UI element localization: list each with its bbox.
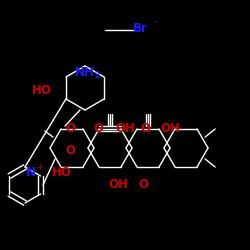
Text: O: O [65,122,75,136]
Text: HO: HO [32,84,52,96]
Text: Br: Br [133,22,148,35]
Text: OH: OH [108,178,128,190]
Text: OH: OH [160,122,180,136]
Text: ⁻: ⁻ [153,20,158,28]
Text: 2: 2 [94,70,99,80]
Text: NH: NH [75,66,95,78]
Text: N: N [26,166,36,178]
Text: OH: OH [115,122,135,136]
Text: O: O [65,144,75,158]
Text: HO: HO [52,166,72,178]
Text: O: O [138,178,148,190]
Text: +: + [36,164,43,172]
Text: O: O [140,122,150,136]
Text: O: O [93,122,103,136]
